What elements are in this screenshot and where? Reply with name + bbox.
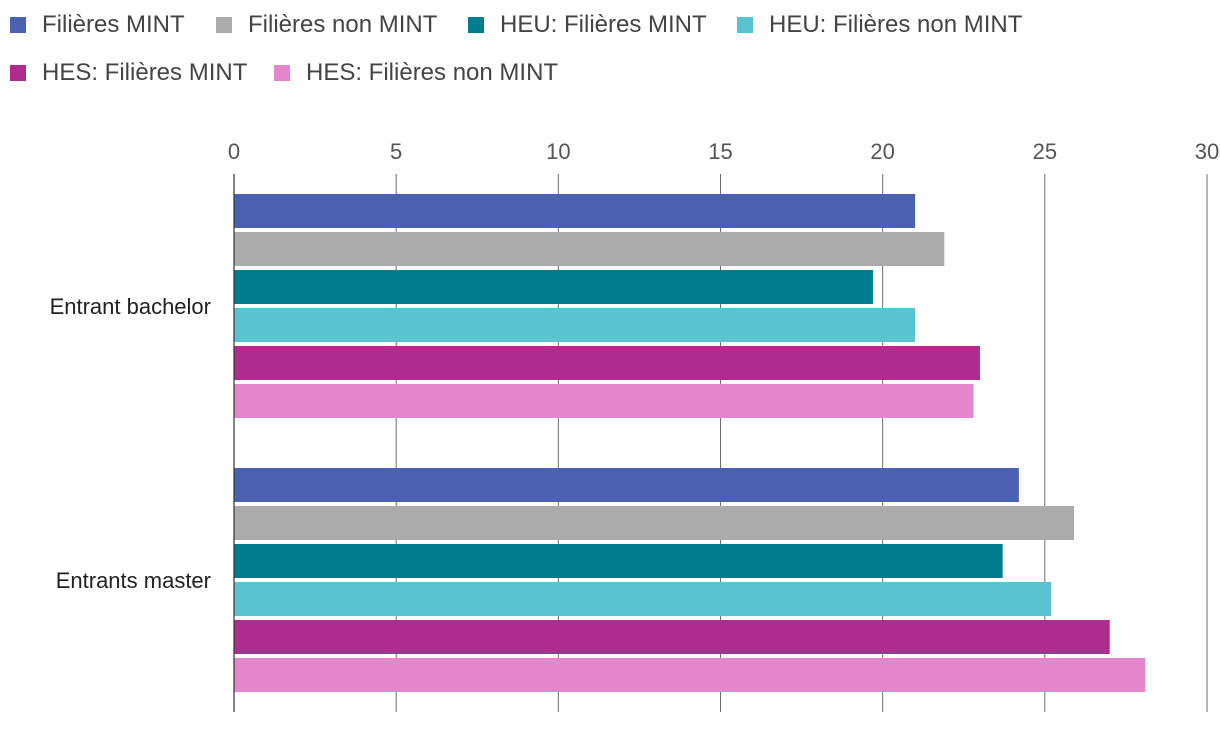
category-labels: Entrant bachelor Entrants master (50, 294, 211, 593)
bar (234, 232, 945, 266)
legend-swatch (216, 17, 232, 33)
bar (234, 658, 1146, 692)
legend-label: Filières non MINT (248, 11, 438, 38)
x-tick-label: 30 (1195, 139, 1219, 164)
bar (234, 270, 873, 304)
x-tick-label: 10 (546, 139, 570, 164)
legend-label: HES: Filières non MINT (306, 59, 559, 86)
bar (234, 346, 980, 380)
legend-label: HES: Filières MINT (42, 59, 248, 86)
legend-label: Filières MINT (42, 11, 185, 38)
legend-item: HES: Filières non MINT (274, 58, 558, 88)
legend-item: Filières MINT (10, 10, 185, 40)
bar (234, 620, 1110, 654)
legend-label: HEU: Filières MINT (500, 11, 707, 38)
legend-swatch (10, 17, 26, 33)
legend: Filières MINT Filières non MINT HEU: Filiè… (10, 0, 1210, 100)
legend-swatch (737, 17, 753, 33)
x-axis-ticks: 0 5 10 15 20 25 30 (228, 139, 1219, 164)
bar (234, 384, 974, 418)
bar (234, 582, 1052, 616)
legend-label: HEU: Filières non MINT (769, 11, 1023, 38)
bar (234, 544, 1003, 578)
legend-item: Filières non MINT (216, 10, 437, 40)
category-label: Entrants master (56, 568, 211, 593)
legend-swatch (10, 65, 26, 81)
bar (234, 468, 1019, 502)
x-tick-label: 15 (708, 139, 732, 164)
x-tick-label: 5 (390, 139, 402, 164)
legend-swatch (274, 65, 290, 81)
bar (234, 506, 1075, 540)
legend-swatch (468, 17, 484, 33)
bar (234, 194, 916, 228)
category-label: Entrant bachelor (50, 294, 211, 319)
bar (234, 308, 916, 342)
legend-item: HEU: Filières MINT (468, 10, 707, 40)
legend-item: HES: Filières MINT (10, 58, 247, 88)
bars (234, 194, 1146, 692)
x-tick-label: 25 (1033, 139, 1057, 164)
x-tick-label: 20 (870, 139, 894, 164)
legend-item: HEU: Filières non MINT (737, 10, 1022, 40)
x-tick-label: 0 (228, 139, 240, 164)
